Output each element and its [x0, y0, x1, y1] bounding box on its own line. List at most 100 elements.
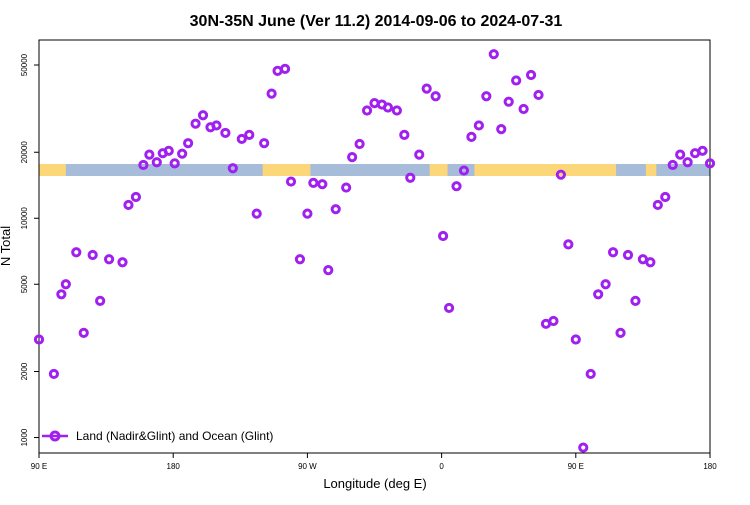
data-point [391, 105, 402, 116]
data-point [570, 334, 581, 345]
data-point [71, 247, 82, 258]
data-point [488, 49, 499, 60]
data-point [430, 91, 441, 102]
y-tick-label: 50000 [20, 53, 29, 76]
legend-marker [49, 430, 61, 442]
plot-frame [38, 39, 711, 454]
data-point [177, 148, 188, 159]
data-point [251, 208, 262, 219]
data-point [197, 110, 209, 121]
data-point [697, 145, 708, 156]
data-point [645, 257, 656, 268]
data-point [33, 334, 45, 345]
data-point [600, 279, 611, 290]
data-point [220, 127, 231, 139]
data-point [227, 163, 238, 174]
legend-label: Land (Nadir&Glint) and Ocean (Glint) [76, 429, 273, 443]
x-tick-label: 90 W [298, 462, 317, 471]
data-point [341, 182, 352, 193]
data-point [652, 199, 663, 211]
data-point [130, 191, 142, 203]
data-point [466, 131, 477, 142]
data-point [622, 249, 634, 261]
data-point [511, 75, 522, 86]
data-point [103, 254, 115, 265]
data-point [87, 249, 98, 261]
x-tick-label: 180 [703, 462, 717, 471]
data-point [244, 129, 255, 140]
data-point [163, 145, 174, 156]
data-point [405, 172, 416, 183]
data-point [451, 181, 462, 192]
data-point [518, 103, 529, 115]
x-axis-ticks: 90 E 180 90 W 0 90 E 180 [31, 453, 717, 471]
data-point [138, 159, 149, 171]
data-point [211, 120, 222, 131]
x-tick-label: 90 E [568, 462, 584, 471]
data-point [630, 295, 641, 306]
data-point [675, 149, 686, 160]
data-point [660, 191, 671, 203]
mask-land-segment [474, 164, 617, 176]
mask-land-segment [645, 164, 657, 176]
y-tick-label: 10000 [20, 207, 29, 230]
data-point [382, 102, 394, 113]
data-point [555, 169, 566, 180]
x-axis-label: Longitude (deg E) [323, 476, 426, 491]
y-axis-ticks: 1000 2000 5000 10000 20000 50000 [20, 53, 39, 446]
data-point [503, 96, 514, 107]
data-point [169, 158, 180, 169]
data-point [414, 149, 425, 160]
data-point [259, 138, 270, 149]
y-tick-label: 20000 [20, 141, 29, 164]
data-point [236, 133, 247, 145]
chart-title: 30N-35N June (Ver 11.2) 2014-09-06 to 20… [190, 13, 563, 30]
data-point [285, 176, 297, 187]
data-point [525, 69, 537, 81]
x-tick-label: 0 [439, 462, 444, 471]
data-point [437, 230, 449, 242]
y-axis-label: N Total [0, 226, 13, 266]
data-point [317, 179, 328, 190]
mask-land-segment [429, 164, 448, 176]
data-point [615, 327, 626, 339]
data-point [117, 257, 128, 268]
data-point [308, 177, 319, 188]
data-point [151, 157, 162, 168]
mask-land-segment [262, 164, 311, 176]
data-point [704, 158, 716, 169]
data-point [294, 254, 306, 265]
data-point [279, 63, 291, 74]
data-point [266, 88, 277, 99]
data-point [60, 279, 71, 290]
data-point [323, 265, 334, 276]
data-point [347, 152, 358, 163]
data-point [144, 149, 155, 160]
data-point [354, 138, 365, 150]
data-point [458, 165, 470, 176]
data-point [123, 199, 134, 211]
data-point [443, 302, 455, 314]
y-tick-label: 5000 [20, 275, 29, 293]
data-point [667, 159, 678, 171]
data-point [593, 289, 604, 300]
data-point [330, 204, 341, 215]
data-point [56, 289, 67, 300]
data-point [421, 83, 432, 94]
data-points [33, 49, 716, 453]
data-point [563, 239, 574, 250]
data-point [578, 442, 589, 453]
data-point [78, 327, 89, 339]
data-point [682, 157, 693, 168]
land-ocean-mask-strip [39, 164, 710, 176]
data-point [496, 124, 507, 135]
data-point [473, 120, 484, 131]
data-point [48, 368, 60, 380]
data-point [302, 208, 313, 219]
x-tick-label: 90 E [31, 462, 47, 471]
data-point [585, 368, 596, 380]
x-tick-label: 180 [167, 462, 181, 471]
data-point [190, 118, 201, 129]
